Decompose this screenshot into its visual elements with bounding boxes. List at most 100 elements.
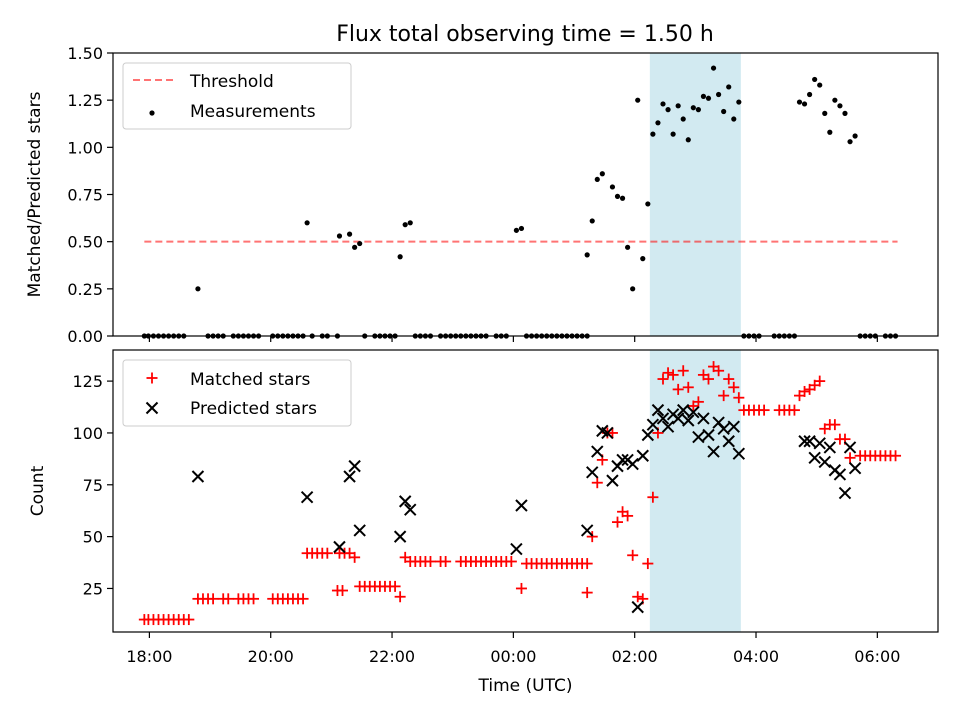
predicted-star-point [697, 412, 710, 425]
predicted-star-point [727, 420, 740, 433]
y-tick-label: 1.25 [67, 91, 103, 110]
predicted-star-point [818, 455, 831, 469]
matched-star-point [788, 404, 800, 416]
measurement-point [806, 91, 813, 98]
predicted-star-point [333, 540, 346, 554]
measurement-point [402, 222, 408, 228]
measurement-point [700, 93, 707, 99]
predicted-star-point [656, 412, 670, 425]
matched-star-point [207, 593, 219, 605]
x-marker-b [656, 412, 670, 425]
matched-star-point [297, 593, 309, 605]
observing-time-highlight [649, 350, 741, 632]
predicted-star-point [702, 428, 715, 442]
counts-panel: 25 50 75 100 125 18:00 20:00 22:00 00:00 02:00 04… [28, 349, 939, 696]
x-marker-b [641, 428, 655, 442]
matched-star-point [799, 385, 811, 397]
measurement-point [407, 220, 413, 226]
matched-star-point [844, 452, 856, 464]
predicted-star-point [191, 470, 205, 483]
y-tick-label: 0.75 [67, 186, 103, 205]
matched-star-point [591, 477, 603, 489]
x-marker-b [591, 445, 604, 458]
matched-star-point [733, 392, 745, 404]
matched-star-point [829, 419, 841, 431]
x-marker-b [707, 445, 720, 458]
matched-star-point [515, 582, 527, 594]
x-marker-b [697, 412, 710, 425]
predicted-star-point [838, 486, 852, 500]
x-marker-b [515, 499, 528, 512]
x-marker-b [823, 441, 837, 454]
x-marker-b [843, 441, 857, 454]
x-marker-b [596, 424, 609, 438]
measurement-point [625, 244, 631, 250]
y-tick-label: 125 [72, 372, 103, 391]
predicted-star-point [398, 495, 412, 508]
x-marker-b [722, 435, 735, 448]
predicted-star-point [300, 491, 314, 504]
counts-x-ticks: 18:00 20:00 22:00 00:00 02:00 04:00 06:00 [126, 632, 900, 666]
y-tick-label: 1.00 [67, 138, 103, 157]
x-marker-b [586, 466, 599, 479]
matched-star-point [349, 551, 361, 563]
measurement-point [690, 105, 696, 111]
measurement-point [645, 201, 651, 207]
predicted-star-point [687, 405, 700, 419]
measurement-point [614, 193, 621, 199]
counts-y-ticks: 25 50 75 100 125 [72, 372, 113, 598]
x-tick-label: 18:00 [126, 647, 172, 666]
matched-star-point [321, 547, 333, 559]
observing-time-highlight [649, 53, 741, 336]
x-marker-b [661, 420, 675, 433]
legend-matched-label: Matched stars [190, 370, 310, 390]
measurement-point [695, 107, 701, 113]
measurement-point [584, 252, 590, 258]
x-marker-b [343, 470, 356, 483]
y-tick-label: 25 [83, 579, 103, 598]
matched-star-point [890, 450, 902, 462]
predicted-star-point [606, 474, 619, 487]
measurement-point [670, 131, 676, 137]
measurement-point [680, 116, 686, 122]
predicted-star-point [677, 403, 690, 417]
x-marker-b [677, 403, 690, 417]
x-marker-b [808, 451, 821, 465]
matched-star-point [632, 591, 644, 603]
matched-star-point [692, 396, 704, 408]
ratio-panel: 0.00 0.25 0.50 0.75 1.00 1.25 1.50 Matched/Pre… [25, 44, 939, 346]
predicted-star-point [798, 435, 811, 448]
measurement-point [731, 116, 737, 122]
predicted-star-point [626, 457, 639, 471]
predicted-star-point [848, 461, 862, 475]
predicted-stars-markers [191, 403, 862, 614]
x-tick-label: 20:00 [248, 647, 294, 666]
x-marker-b [813, 437, 826, 450]
x-tick-label: 06:00 [854, 647, 900, 666]
measurement-point [346, 231, 353, 237]
matched-star-point [758, 404, 770, 416]
matched-star-point [677, 365, 689, 377]
matched-star-point [642, 558, 654, 570]
predicted-star-point [343, 470, 356, 483]
measurement-point [594, 176, 600, 183]
measurement-point [812, 76, 818, 83]
predicted-star-point [580, 524, 594, 537]
measurement-point [822, 110, 828, 116]
x-marker-b [616, 453, 629, 467]
ratio-y-axis-label: Matched/Predicted stars [25, 91, 45, 297]
y-tick-label: 100 [72, 424, 103, 443]
legend-measurements-swatch [149, 110, 155, 116]
measurement-point [852, 133, 858, 139]
measurement-point [513, 227, 520, 233]
matched-star-point [718, 390, 730, 402]
measurement-point [716, 91, 722, 98]
x-marker-b [712, 416, 725, 429]
measurement-point [817, 82, 823, 88]
predicted-star-point [353, 524, 366, 537]
matched-star-point [662, 367, 674, 379]
x-marker-b [333, 540, 346, 554]
predicted-star-point [843, 441, 857, 454]
matched-star-point [814, 375, 826, 387]
predicted-star-point [717, 422, 730, 436]
